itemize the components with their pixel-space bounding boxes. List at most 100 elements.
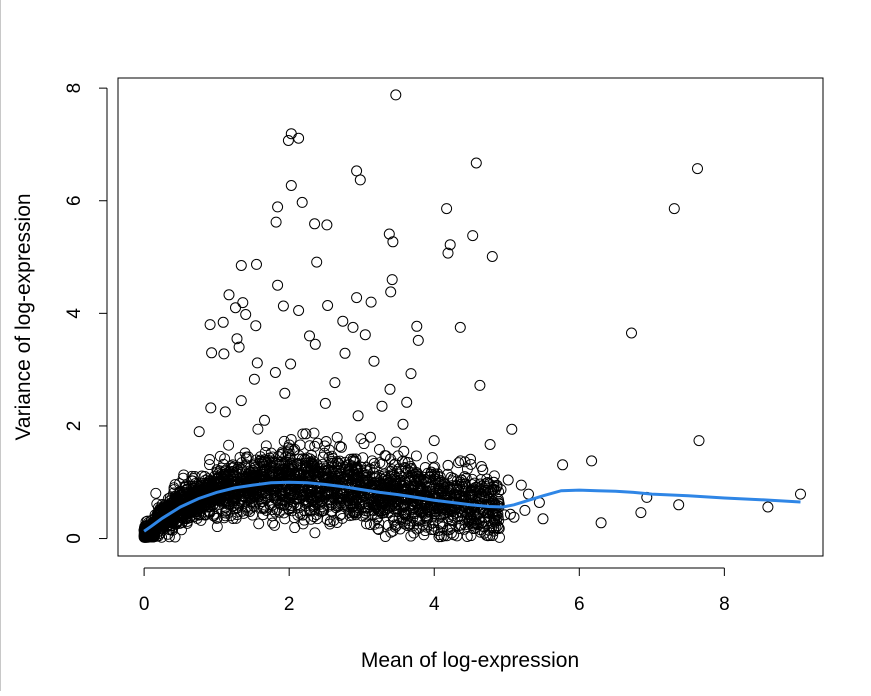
cloud-point <box>261 457 273 469</box>
cloud-point <box>350 495 362 507</box>
cloud-point <box>213 478 225 490</box>
cloud-point <box>240 453 252 465</box>
cloud-point <box>380 450 392 462</box>
cloud-point <box>171 511 183 523</box>
window-left-border <box>0 0 1 691</box>
cloud-point <box>316 463 328 475</box>
cloud-point <box>379 531 391 542</box>
scatter-point <box>486 251 498 262</box>
cloud-point <box>406 463 418 474</box>
scatter-point <box>441 203 453 215</box>
scatter-point <box>506 423 518 435</box>
scatter-point <box>335 441 347 453</box>
x-tick-label: 6 <box>574 594 585 615</box>
cloud-point <box>423 519 435 531</box>
scatter-point <box>402 457 414 468</box>
scatter-point <box>364 431 376 443</box>
scatter-point <box>204 319 216 331</box>
scatter-point <box>337 315 349 327</box>
cloud-point <box>445 471 457 483</box>
cloud-point <box>482 530 494 542</box>
x-tick-label: 4 <box>429 594 440 615</box>
cloud-point <box>304 490 316 502</box>
scatter-point <box>523 488 534 500</box>
cloud-point <box>199 471 211 482</box>
cloud-point <box>369 461 381 473</box>
cloud-point <box>421 521 433 533</box>
scatter-point <box>502 474 514 486</box>
scatter-point <box>465 453 476 465</box>
scatter-point <box>347 321 359 333</box>
cloud-point <box>228 469 240 481</box>
y-tick-label: 2 <box>64 421 85 432</box>
cloud-point <box>235 493 247 505</box>
cloud-point <box>337 488 349 500</box>
cloud-point <box>260 440 272 452</box>
scatter-point <box>693 435 705 447</box>
cloud-point <box>158 520 170 532</box>
cloud-point <box>255 485 267 497</box>
cloud-point <box>357 452 369 464</box>
scatter-point <box>329 377 341 389</box>
cloud-point <box>300 460 312 472</box>
scatter-point <box>193 426 205 438</box>
cloud-point <box>328 461 340 473</box>
cloud-point <box>230 479 242 491</box>
cloud-point <box>453 457 465 469</box>
scatter-point <box>322 300 334 311</box>
cloud-point <box>342 466 354 478</box>
cloud-point <box>430 505 442 517</box>
scatter-point <box>309 218 321 230</box>
x-tick-label: 8 <box>719 594 730 615</box>
cloud-point <box>219 453 231 465</box>
scatter-point <box>557 459 569 471</box>
cloud-point <box>266 456 278 468</box>
cloud-point <box>282 488 294 500</box>
scatter-point <box>219 406 231 418</box>
scatter-point <box>442 247 454 259</box>
scatter-point <box>428 435 440 447</box>
cloud-point <box>192 485 204 497</box>
cloud-point <box>311 492 323 504</box>
cloud-point <box>378 507 390 519</box>
scatter-point <box>454 321 466 333</box>
scatter-point <box>272 201 284 213</box>
cloud-point <box>277 466 288 478</box>
scatter-point <box>285 128 297 140</box>
cloud-point <box>362 505 374 517</box>
cloud-point <box>410 450 422 462</box>
cloud-point <box>178 469 190 481</box>
cloud-point <box>292 458 304 470</box>
cloud-point <box>226 475 238 487</box>
cloud-point <box>344 453 356 465</box>
cloud-point <box>217 469 229 481</box>
cloud-point <box>360 511 372 523</box>
cloud-point <box>493 523 505 534</box>
cloud-point <box>269 506 281 518</box>
cloud-point <box>241 501 252 513</box>
x-axis: 0 2 4 6 8 <box>139 567 730 615</box>
scatter-point <box>504 508 516 520</box>
cloud-point <box>174 517 186 529</box>
plot-area-box <box>117 77 824 557</box>
cloud-point <box>159 501 171 513</box>
scatter-point <box>401 396 413 408</box>
cloud-point <box>204 454 216 465</box>
cloud-point <box>461 531 473 542</box>
cloud-point <box>421 513 433 525</box>
cloud-point <box>349 507 361 518</box>
cloud-point <box>163 531 175 543</box>
y-tick-label: 0 <box>64 533 85 544</box>
scatter-point <box>537 513 549 525</box>
cloud-point <box>488 470 500 482</box>
scatter-point <box>483 507 495 519</box>
scatter-point <box>442 459 454 471</box>
scatter-point <box>668 203 680 215</box>
scatter-point <box>250 320 262 332</box>
cloud-point <box>415 481 427 493</box>
scatter-point <box>477 464 489 476</box>
scatter-point <box>635 507 647 519</box>
cloud-point <box>221 473 233 485</box>
scatter-point <box>285 180 297 191</box>
